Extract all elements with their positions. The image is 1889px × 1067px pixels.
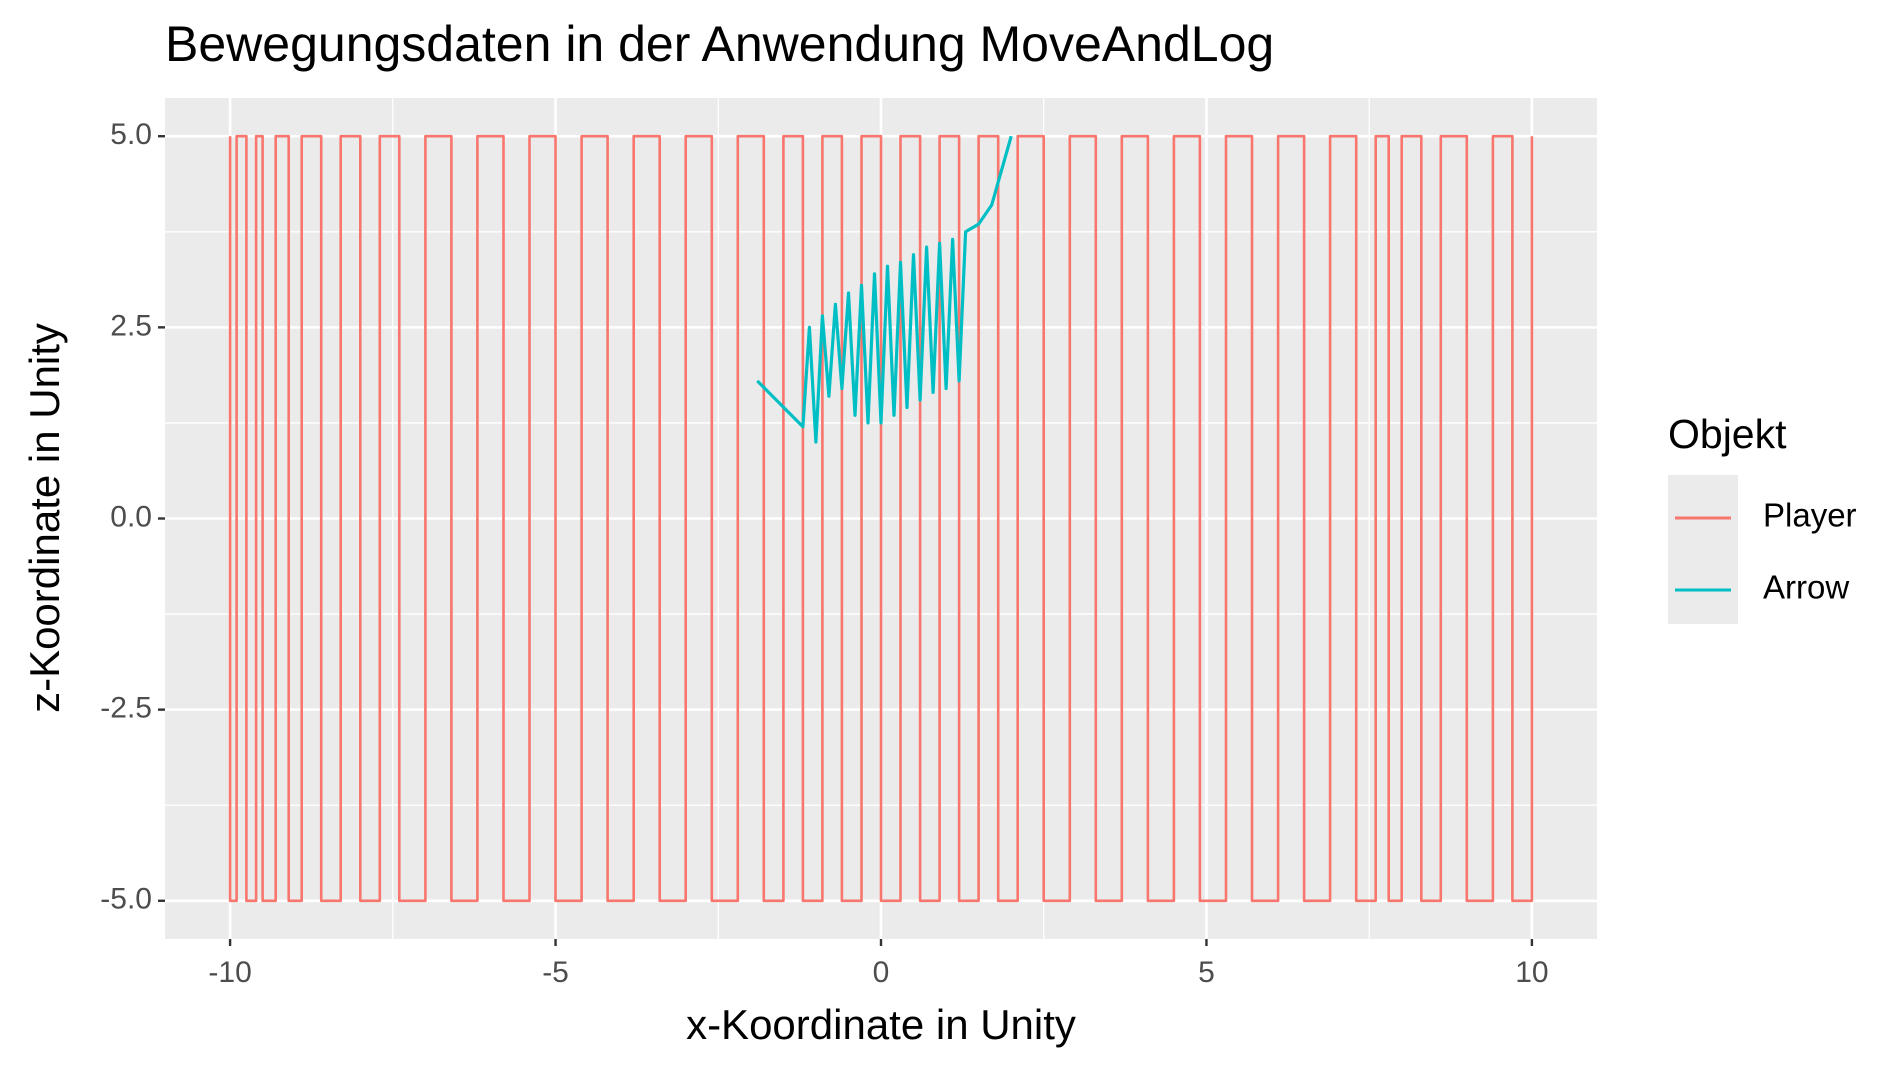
y-tick-label: 0.0 xyxy=(110,500,152,533)
legend-label: Arrow xyxy=(1763,569,1849,606)
x-tick-label: 10 xyxy=(1515,956,1548,989)
series-line xyxy=(756,135,1013,444)
x-tick-label: -5 xyxy=(542,956,569,989)
x-tick-label: 5 xyxy=(1198,956,1215,989)
x-axis-label: x-Koordinate in Unity xyxy=(686,1001,1076,1048)
series-line xyxy=(228,134,1534,903)
legend-key-background xyxy=(1668,475,1738,624)
y-tick-label: 5.0 xyxy=(110,118,152,151)
x-tick-label: -10 xyxy=(208,956,251,989)
y-tick-label: -2.5 xyxy=(100,692,152,725)
y-tick-label: -5.0 xyxy=(100,883,152,916)
y-tick-label: 2.5 xyxy=(110,309,152,342)
y-axis-label: z-Koordinate in Unity xyxy=(21,323,68,713)
legend-label: Player xyxy=(1763,497,1857,534)
x-tick-label: 0 xyxy=(873,956,890,989)
plot-area xyxy=(165,98,1597,939)
chart-title: Bewegungsdaten in der Anwendung MoveAndL… xyxy=(165,16,1274,72)
legend-title: Objekt xyxy=(1668,411,1787,457)
